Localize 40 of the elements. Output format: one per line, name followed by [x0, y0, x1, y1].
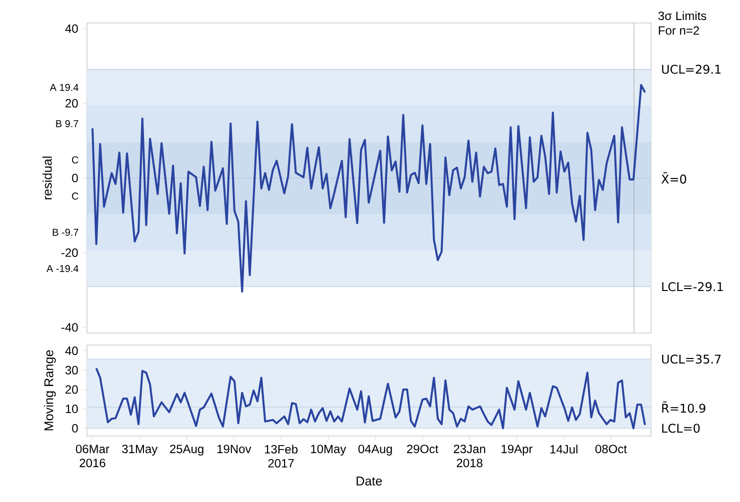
x-tick-label: 13Feb 2017 [264, 444, 298, 468]
y-axis-title: residual [42, 156, 52, 200]
ref-line-label: LCL=0 [662, 424, 700, 433]
x-tick-label: 23Jan 2018 [454, 444, 486, 468]
y-tick-label: 10 [66, 404, 78, 414]
band-label: A -19.4 [46, 265, 78, 272]
band-label: C [72, 156, 78, 164]
band-label: B -9.7 [52, 228, 78, 236]
ref-line-label: UCL=29.1 [662, 64, 721, 74]
x-tick-label: 06Mar 2016 [76, 444, 110, 468]
x-tick-label: 31May [122, 444, 158, 456]
ref-line-label: X̄=0 [661, 172, 686, 184]
band-label: C [72, 192, 78, 200]
x-tick-label: 19Apr [502, 444, 533, 456]
ref-line-label: UCL=35.7 [662, 354, 721, 364]
text: 3σ Limits [658, 11, 706, 20]
x-tick-label: 19Nov [217, 444, 252, 454]
y-tick-label: 20 [66, 99, 78, 108]
x-tick-label: 14Jul [550, 444, 578, 454]
x-tick-label: 29Oct [407, 444, 438, 454]
x-tick-label: 08Oct [595, 444, 627, 454]
ref-line-label: R̄=10.9 [662, 401, 706, 413]
x-tick-label: 10May [311, 444, 346, 456]
line-series [91, 84, 646, 293]
y-axis-title: Moving Range [44, 350, 56, 430]
y-tick-label: -20 [61, 248, 78, 257]
x-axis-title: Date [356, 476, 382, 486]
band-label: A 19.4 [50, 84, 78, 91]
x-tick-label: 04Aug [358, 444, 392, 456]
y-tick-label: 0 [72, 424, 78, 433]
band-label: B 9.7 [56, 120, 78, 128]
ref-line-label: LCL=-29.1 [662, 282, 723, 292]
y-tick-label: 30 [65, 366, 78, 374]
y-tick-label: 20 [66, 385, 78, 394]
y-tick-label: 40 [65, 346, 78, 356]
x-tick-label: 25Aug [170, 444, 204, 456]
y-tick-label: -40 [61, 323, 78, 332]
text: For n=2 [658, 26, 699, 35]
y-tick-label: 40 [65, 24, 78, 33]
y-tick-label: 0 [72, 174, 78, 182]
